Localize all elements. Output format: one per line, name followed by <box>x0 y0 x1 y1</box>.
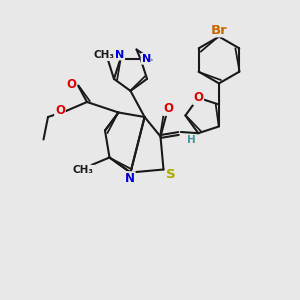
Text: O: O <box>66 77 76 91</box>
Text: N: N <box>125 172 135 185</box>
Text: O: O <box>163 102 173 115</box>
Text: CH₃: CH₃ <box>93 50 114 61</box>
Text: Br: Br <box>211 23 227 37</box>
Text: N: N <box>142 54 151 64</box>
Text: O: O <box>193 91 203 104</box>
Text: H: H <box>187 135 196 145</box>
Text: CH₃: CH₃ <box>73 165 94 176</box>
Text: O: O <box>55 104 65 118</box>
Text: S: S <box>166 168 176 182</box>
Text: N: N <box>115 50 124 60</box>
